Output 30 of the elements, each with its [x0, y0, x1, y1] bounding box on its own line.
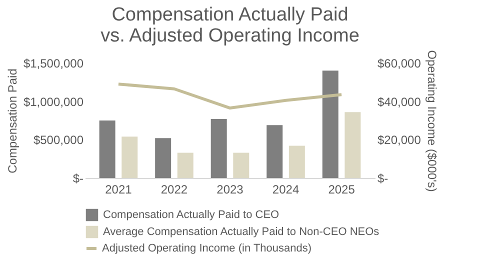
y-tick-label: $1,000,000 [23, 94, 84, 109]
y2-tick-label: $- [378, 172, 388, 186]
bar [210, 118, 227, 178]
y2-tick-label: $20,000 [378, 133, 422, 148]
line-series [116, 82, 344, 110]
y2-tick-label: $60,000 [378, 56, 422, 70]
x-tick-label: 2023 [216, 182, 244, 196]
legend-label: Average Compensation Actually Paid to Non-CEO NEOs [103, 226, 380, 238]
x-tick-label: 2021 [105, 182, 132, 196]
bar [233, 152, 250, 178]
legend-label: Adjusted Operating Income (in Thousands) [102, 242, 312, 254]
bar [344, 112, 361, 178]
bar [122, 136, 138, 178]
bar [288, 146, 305, 178]
bar [266, 125, 283, 178]
bar [177, 152, 194, 178]
legend-label: Compensation Actually Paid to CEO [103, 209, 280, 221]
y-tick-label: $1,500,000 [23, 56, 84, 70]
y2-axis-title: Operating Income ($000's) [424, 50, 439, 192]
y-tick-label: $500,000 [33, 133, 84, 148]
x-tick-label: 2022 [160, 182, 188, 196]
bar [99, 120, 116, 178]
y-axis-title: Compensation Paid [5, 68, 20, 174]
y-tick-label: $- [72, 172, 84, 186]
bar [322, 70, 338, 178]
x-tick-label: 2025 [328, 182, 356, 196]
y2-tick-label: $40,000 [378, 94, 422, 109]
bar [155, 138, 172, 178]
x-tick-label: 2024 [272, 182, 300, 196]
chart-title: Compensation Actually Paid vs. Adjusted Operating Income [100, 4, 360, 47]
